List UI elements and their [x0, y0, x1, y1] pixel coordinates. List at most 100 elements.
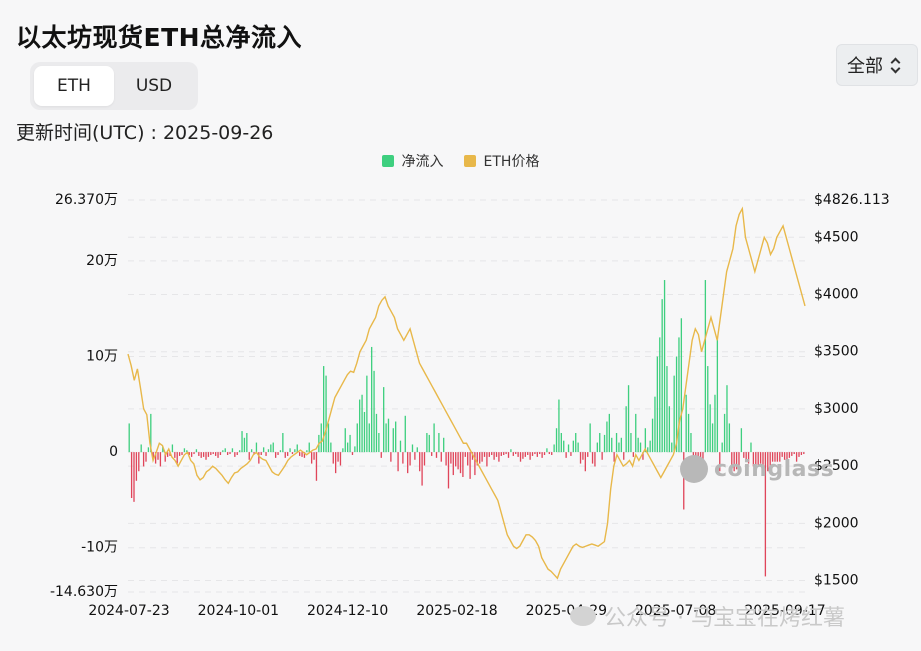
flow-bar: [426, 433, 428, 453]
flow-bar: [510, 449, 512, 453]
flow-bar: [320, 423, 322, 453]
flow-bar: [625, 406, 627, 453]
x-tick-label: 2024-07-23: [88, 603, 169, 619]
flow-bar: [661, 299, 663, 453]
flow-bar: [152, 452, 154, 460]
unit-option-eth[interactable]: ETH: [34, 66, 114, 106]
flow-bar: [678, 337, 680, 453]
flow-bar: [128, 423, 130, 453]
flow-bar: [188, 452, 190, 455]
flow-bar: [728, 423, 731, 453]
flow-bar: [462, 452, 464, 477]
flow-bar: [750, 442, 752, 453]
flow-bar: [246, 433, 248, 453]
flow-bar: [471, 452, 474, 460]
flow-bar: [375, 413, 378, 453]
flow-bar: [536, 452, 538, 457]
flow-bar: [181, 452, 183, 455]
flow-bar: [733, 452, 735, 472]
flow-bar: [743, 452, 745, 458]
flow-bar: [395, 421, 397, 453]
flow-bar: [584, 452, 586, 472]
flow-bar: [714, 394, 716, 453]
flow-bar: [234, 452, 236, 457]
flow-bar: [503, 452, 505, 455]
flow-bar: [356, 423, 358, 453]
flow-bar: [214, 452, 217, 456]
flow-bar: [637, 437, 639, 453]
flow-bar: [229, 452, 231, 455]
flow-bar: [769, 452, 771, 467]
flow-bar: [683, 452, 685, 510]
flow-bar: [176, 452, 178, 464]
flow-bar: [560, 433, 562, 453]
flow-bar: [579, 452, 582, 464]
flow-bar: [572, 440, 574, 453]
range-select-value: 全部: [847, 56, 883, 77]
flow-bar: [337, 452, 339, 462]
flow-bar: [414, 452, 416, 460]
unit-option-usd[interactable]: USD: [135, 76, 173, 96]
flow-bar: [325, 375, 327, 453]
flow-bar: [464, 452, 466, 457]
coinglass-logo-icon: [680, 455, 708, 483]
flow-bar: [488, 452, 490, 457]
flow-bar: [140, 444, 142, 453]
flow-bar: [517, 452, 519, 457]
flow-bar: [253, 452, 255, 455]
flow-bar: [397, 452, 399, 472]
y-right-tick-label: $4000: [814, 287, 859, 303]
flow-bar: [327, 423, 330, 453]
flow-bar: [627, 385, 630, 453]
flow-bar: [539, 452, 541, 455]
y-left-tick-label: 20万: [86, 253, 118, 269]
flow-bar: [162, 446, 164, 453]
flow-bar: [783, 452, 786, 460]
legend-item-price[interactable]: ETH价格: [463, 151, 539, 171]
flow-bar: [745, 452, 747, 462]
flow-bar: [315, 452, 318, 481]
flow-bar: [145, 452, 147, 462]
y-right-tick-label: $2000: [814, 515, 859, 531]
flow-bar: [596, 442, 598, 453]
flow-bar: [757, 452, 759, 467]
flow-bar: [659, 337, 661, 453]
flow-bar: [310, 452, 313, 464]
flow-bar: [486, 452, 488, 467]
flow-bar: [786, 452, 788, 464]
flow-bar: [147, 447, 150, 453]
flow-bar: [452, 452, 454, 476]
flow-bar: [286, 452, 289, 456]
flow-bar: [411, 444, 414, 453]
flow-bar: [613, 452, 615, 462]
flow-bar: [135, 452, 138, 481]
flow-bar: [409, 452, 411, 466]
unit-toggle[interactable]: ETH USD: [30, 62, 198, 110]
range-select[interactable]: 全部: [836, 44, 918, 86]
flow-bar: [267, 449, 270, 453]
flow-bar: [366, 375, 368, 453]
legend-swatch-inflow: [381, 155, 394, 167]
flow-bar: [243, 437, 246, 453]
y-axis-right: $4826.113 $1500 $2000 $2500 $3000 $3500 $4000 $…: [814, 192, 890, 589]
x-tick-label: 2025-07-08: [635, 603, 716, 619]
flow-bar: [611, 437, 613, 453]
flow-bar: [798, 452, 800, 457]
flow-bar: [277, 452, 279, 455]
price-line: [127, 206, 806, 580]
flow-bar: [361, 394, 363, 453]
flow-bar: [222, 450, 224, 453]
flow-bar: [731, 452, 733, 467]
flow-bar: [515, 452, 517, 455]
legend-item-inflow[interactable]: 净流入: [381, 151, 444, 171]
flow-bar: [296, 444, 298, 453]
x-tick-label: 2024-12-10: [307, 603, 388, 619]
watermark: 公众号 · 马宝宝在烤红薯: [570, 600, 845, 632]
price-series: [127, 206, 806, 580]
y-right-tick-label: $1500: [814, 573, 859, 589]
flow-bar: [387, 418, 390, 453]
flow-bar: [351, 452, 354, 455]
flow-bar: [262, 447, 265, 453]
flow-bar: [635, 413, 637, 453]
